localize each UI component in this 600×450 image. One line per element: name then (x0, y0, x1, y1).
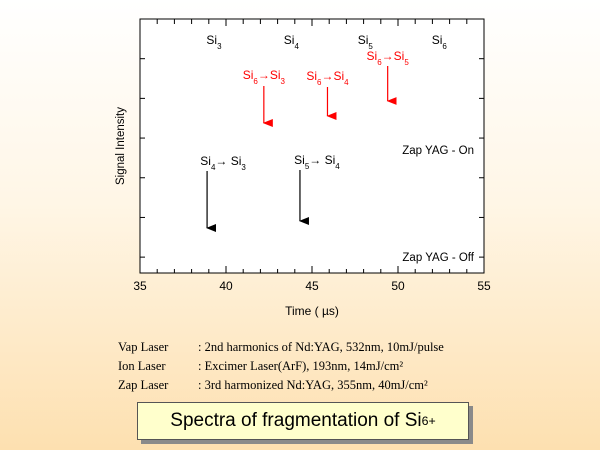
fragment-label: Si6→Si5 (367, 49, 410, 67)
note-row: Zap Laser : 3rd harmonized Nd:YAG, 355nm… (118, 376, 444, 395)
caption-text: Spectra of fragmentation of Si (170, 410, 422, 431)
note-sep: : (198, 340, 205, 354)
note-value: 2nd harmonics of Nd:YAG, 532nm, 10mJ/pul… (204, 340, 444, 354)
x-tick-label: 45 (305, 279, 319, 293)
note-sep: : (198, 359, 205, 373)
note-sep: : (198, 378, 205, 392)
fragment-label: Si6→Si4 (306, 69, 349, 87)
y-axis-label: Signal Intensity (115, 107, 127, 185)
note-key: Zap Laser (118, 378, 169, 392)
fragment-label: Si5→ Si4 (294, 153, 340, 171)
x-tick-label: 35 (133, 279, 147, 293)
x-tick-label: 55 (477, 279, 491, 293)
peak-label: Si6 (432, 33, 448, 51)
peak-label: Si3 (206, 33, 222, 51)
peak-label: Si5 (358, 33, 374, 51)
fragment-label: Si6→Si3 (243, 68, 286, 86)
fragment-label: Si4→ Si3 (200, 154, 246, 172)
note-value: Excimer Laser(ArF), 193nm, 14mJ/cm² (204, 359, 404, 373)
caption-sub: 6 (421, 414, 429, 428)
x-axis-label: Time ( µs) (285, 304, 339, 318)
note-key: Ion Laser (118, 359, 166, 373)
chart: 35 40 45 50 55 Time ( µs) Signal Intensity Si3 S… (115, 18, 491, 318)
note-row: Vap Laser : 2nd harmonics of Nd:YAG, 532… (118, 338, 444, 357)
note-key: Vap Laser (118, 340, 169, 354)
caption-sup: + (428, 414, 436, 428)
trace-label: Zap YAG - Off (402, 252, 474, 264)
x-tick-label: 40 (219, 279, 233, 293)
x-tick-label: 50 (391, 279, 405, 293)
caption-box: Spectra of fragmentation of Si 6 + (137, 402, 469, 440)
plot-frame (139, 18, 485, 274)
trace-label: Zap YAG - On (402, 145, 474, 157)
peak-label: Si4 (284, 33, 300, 51)
note-row: Ion Laser : Excimer Laser(ArF), 193nm, 1… (118, 357, 444, 376)
note-value: 3rd harmonized Nd:YAG, 355nm, 40mJ/cm² (204, 378, 428, 392)
laser-notes: Vap Laser : 2nd harmonics of Nd:YAG, 532… (118, 338, 444, 395)
